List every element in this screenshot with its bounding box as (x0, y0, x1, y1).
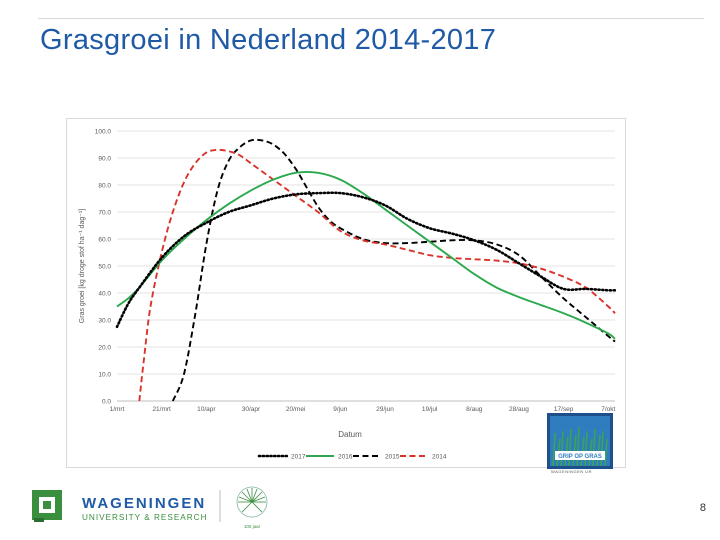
x-tick-label: 29/jun (376, 406, 394, 413)
y-tick-label: 20.0 (98, 345, 111, 352)
top-rule (38, 18, 704, 19)
y-tick-label: 80.0 (98, 183, 111, 190)
series-line-2014 (138, 148, 616, 402)
series-line-2017 (115, 191, 617, 329)
y-tick-label: 30.0 (98, 318, 111, 325)
y-tick-label: 90.0 (98, 156, 111, 163)
y-tick-labels: 0.0 10.0 20.0 30.0 40.0 50.0 60.0 70.0 80.0 90.0 1… (95, 129, 112, 406)
legend-label: 2015 (385, 454, 400, 461)
legend-label: 2014 (432, 454, 447, 461)
partner-emblem-icon (236, 486, 268, 518)
series-line-2015 (171, 138, 616, 402)
wageningen-logo-icon (32, 490, 62, 522)
y-tick-label: 50.0 (98, 264, 111, 271)
x-tick-label: 30/apr (242, 406, 261, 413)
legend: 2017 2016 2015 2014 (257, 454, 447, 461)
series-layer (115, 138, 617, 402)
chart-frame: 0.0 10.0 20.0 30.0 40.0 50.0 60.0 70.0 80.0 90.0 1… (66, 118, 626, 468)
wageningen-wordmark: WAGENINGEN (82, 495, 206, 512)
x-tick-label: 19/jul (422, 406, 438, 413)
x-tick-label: 17/sep (554, 406, 574, 413)
x-tick-label: 20/mei (286, 406, 306, 413)
footer-logos: WAGENINGEN UNIVERSITY & RESEARCH 100 jaa… (30, 484, 290, 534)
page-number: 8 (699, 502, 706, 514)
x-tick-label: 9/jun (333, 406, 347, 413)
y-tick-label: 40.0 (98, 291, 111, 298)
x-tick-label: 21/mrt (152, 406, 171, 413)
x-tick-labels: 1/mrt 21/mrt 10/apr 30/apr 20/mei 9/jun 29/jun… (110, 406, 616, 413)
y-tick-label: 60.0 (98, 237, 111, 244)
slide-title: Grasgroei in Nederland 2014-2017 (40, 24, 497, 56)
grid-layer (117, 130, 615, 402)
y-tick-label: 100.0 (95, 129, 112, 136)
legend-label: 2016 (338, 454, 353, 461)
x-tick-label: 10/apr (197, 406, 216, 413)
legend-label: 2017 (291, 454, 306, 461)
y-tick-label: 10.0 (98, 372, 111, 379)
wageningen-subline: UNIVERSITY & RESEARCH (82, 513, 208, 522)
x-tick-label: 7/okt (601, 406, 615, 413)
y-tick-label: 0.0 (102, 399, 111, 406)
x-tick-label: 1/mrt (110, 406, 125, 413)
x-tick-label: 28/aug (509, 406, 529, 413)
grip-op-gras-badge: GRIP OP GRAS (547, 413, 613, 469)
x-tick-label: 8/aug (466, 406, 483, 413)
y-tick-label: 70.0 (98, 210, 111, 217)
line-chart: 0.0 10.0 20.0 30.0 40.0 50.0 60.0 70.0 80.0 90.0 1… (79, 129, 617, 461)
badge-caption: WAGENINGEN UR (551, 469, 593, 474)
x-axis-label: Datum (338, 430, 362, 439)
series-line-2016 (116, 171, 616, 340)
y-axis-label: Gras groei [kg droge stof ha⁻¹ dag⁻¹] (79, 209, 86, 323)
badge-label: GRIP OP GRAS (558, 454, 602, 460)
partner-caption: 100 jaar (244, 524, 261, 529)
